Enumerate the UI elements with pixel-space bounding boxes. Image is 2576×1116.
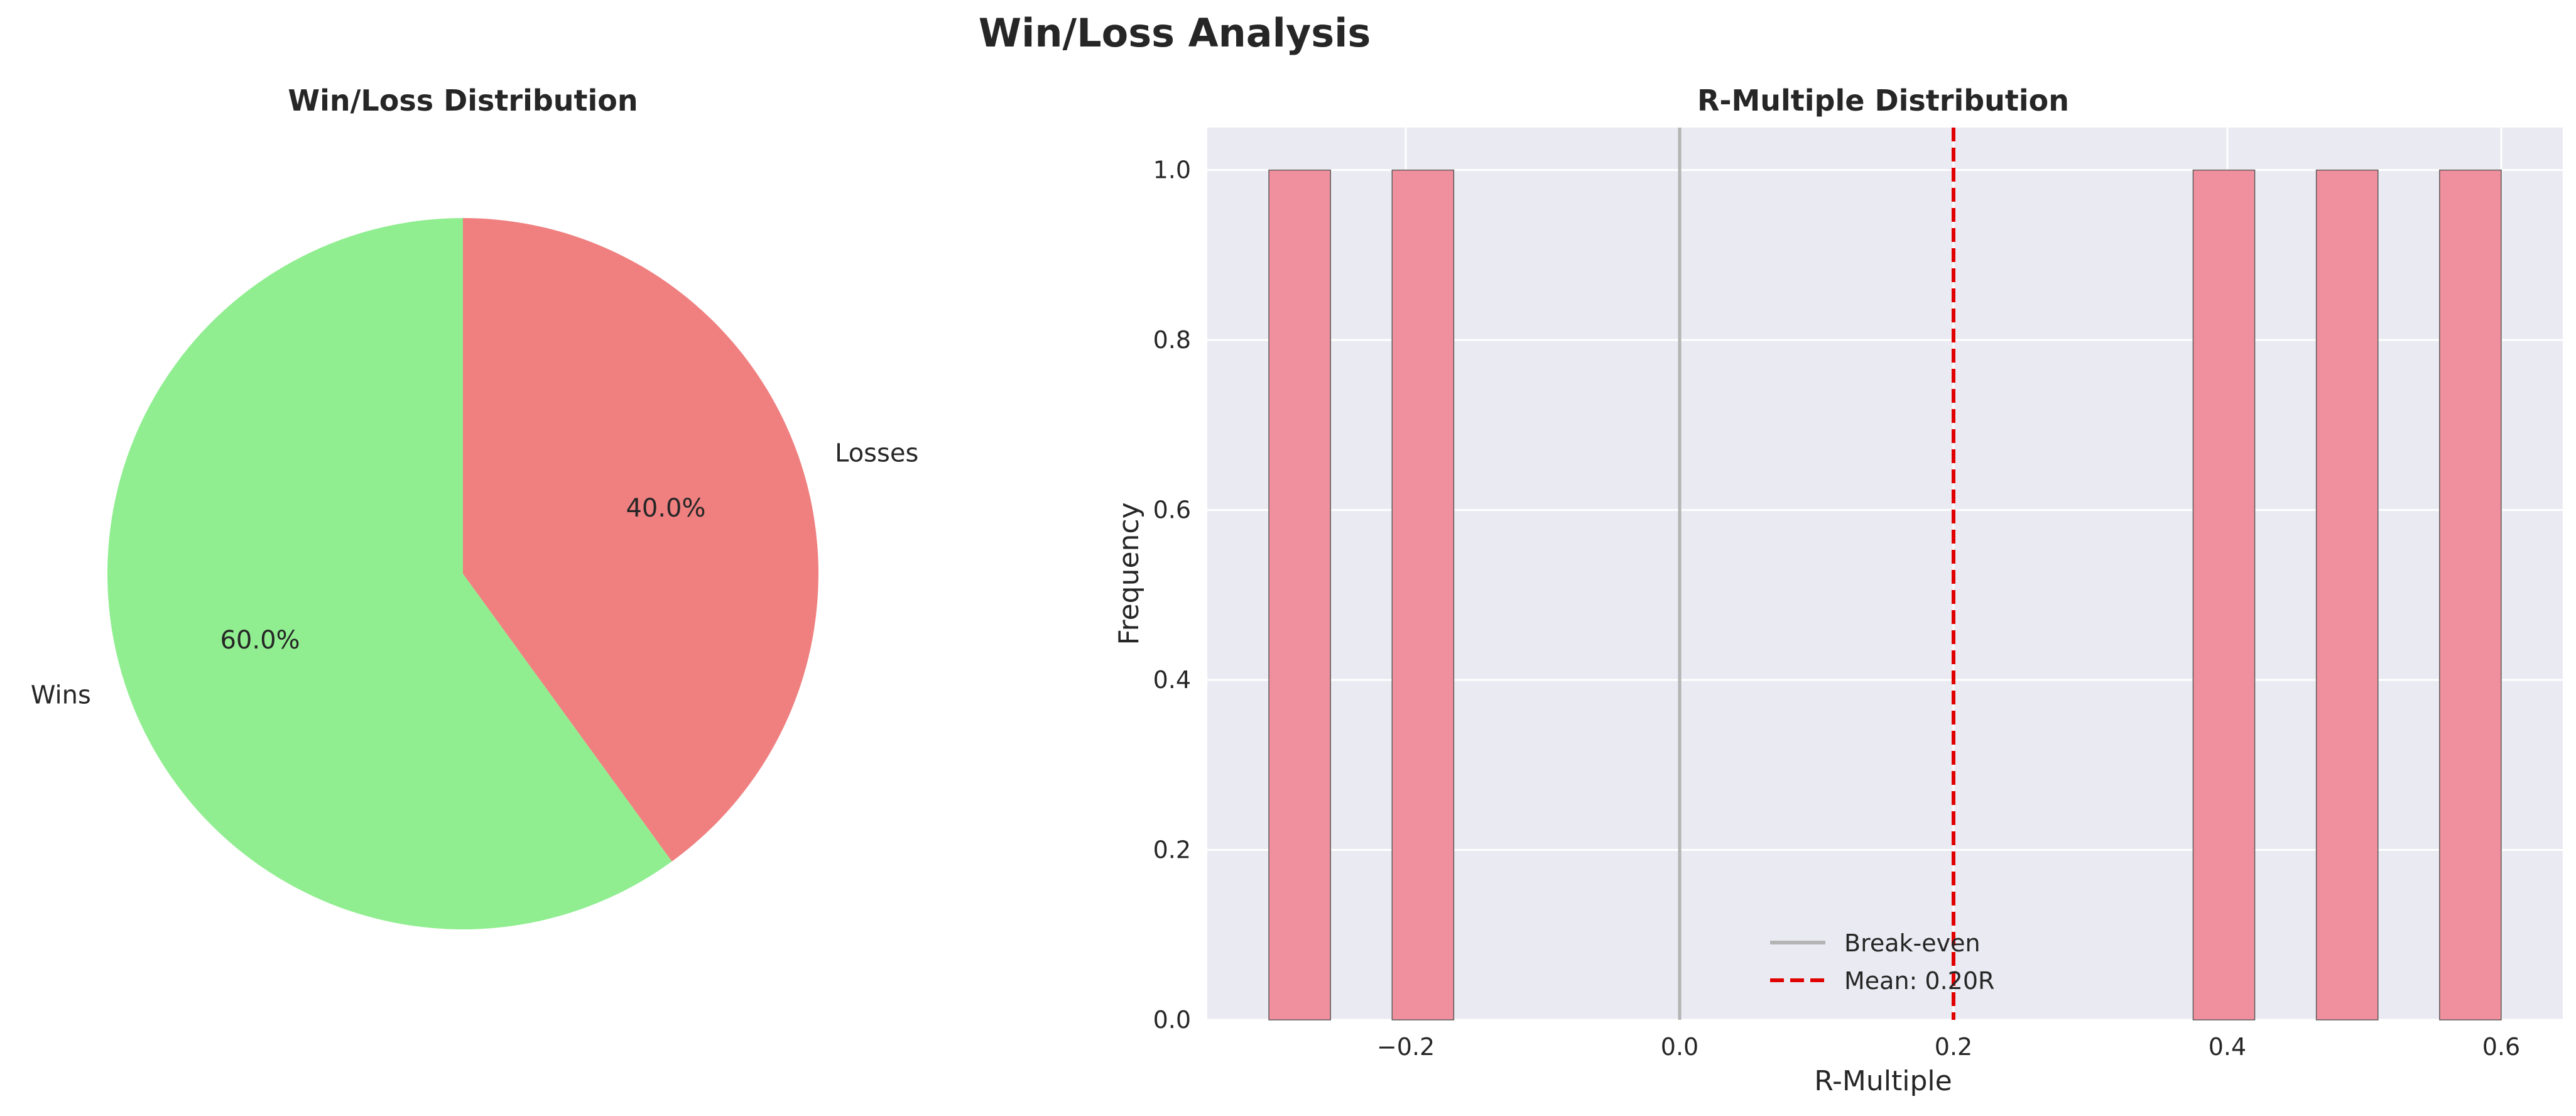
y-tick-label: 0.8 bbox=[1153, 326, 1191, 354]
pie-chart-panel: Win/Loss Distribution Wins 60.0% Losses 40.… bbox=[31, 84, 918, 929]
histogram-bar bbox=[2192, 169, 2256, 1020]
x-tick-label: 0.2 bbox=[1935, 1033, 1972, 1061]
legend-mean-label: Mean: 0.20R bbox=[1844, 967, 1994, 995]
x-tick-label: 0.4 bbox=[2209, 1033, 2246, 1061]
histogram-panel: R-Multiple Distribution −0.2 0.0 0.2 0.4 0.6… bbox=[1113, 84, 2563, 1097]
legend: Break-even Mean: 0.20R bbox=[1770, 929, 1994, 995]
legend-break-even-label: Break-even bbox=[1844, 929, 1981, 957]
histogram-bars bbox=[1268, 169, 2502, 1020]
histogram-bar bbox=[1268, 169, 1331, 1020]
histogram-bar bbox=[2315, 169, 2379, 1020]
pie-slices bbox=[107, 218, 818, 929]
x-axis-label: R-Multiple bbox=[1814, 1065, 1952, 1097]
x-axis-ticks: −0.2 0.0 0.2 0.4 0.6 bbox=[1377, 1033, 2520, 1061]
y-tick-label: 1.0 bbox=[1153, 156, 1191, 184]
y-axis-ticks: 0.0 0.2 0.4 0.6 0.8 1.0 bbox=[1153, 156, 1191, 1034]
x-tick-label: −0.2 bbox=[1377, 1033, 1435, 1061]
y-tick-label: 0.4 bbox=[1153, 666, 1191, 694]
pie-chart-title: Win/Loss Distribution bbox=[288, 84, 638, 118]
y-tick-label: 0.0 bbox=[1153, 1006, 1191, 1034]
y-tick-label: 0.6 bbox=[1153, 496, 1191, 524]
pie-percent-wins: 60.0% bbox=[220, 626, 300, 655]
pie-slice-wins bbox=[107, 218, 672, 929]
histogram-title: R-Multiple Distribution bbox=[1697, 84, 2069, 118]
y-tick-label: 0.2 bbox=[1153, 836, 1191, 864]
figure-title: Win/Loss Analysis bbox=[979, 10, 1371, 56]
pie-slice-losses bbox=[463, 218, 818, 862]
pie-label-wins: Wins bbox=[31, 681, 91, 709]
histogram-bar bbox=[2439, 169, 2502, 1020]
pie-labels: Wins 60.0% Losses 40.0% bbox=[31, 439, 918, 710]
y-axis-label: Frequency bbox=[1113, 502, 1145, 645]
x-tick-label: 0.0 bbox=[1661, 1033, 1698, 1061]
histogram-bar bbox=[1391, 169, 1455, 1020]
x-tick-label: 0.6 bbox=[2482, 1033, 2520, 1061]
pie-percent-losses: 40.0% bbox=[626, 494, 705, 523]
pie-label-losses: Losses bbox=[835, 439, 918, 468]
reference-lines bbox=[1678, 128, 1955, 1020]
